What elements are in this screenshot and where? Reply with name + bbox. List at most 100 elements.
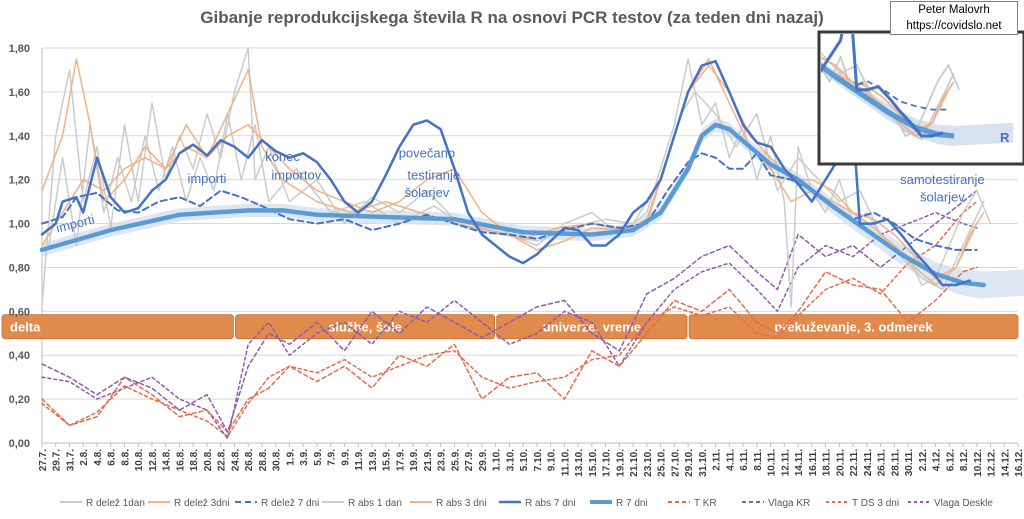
x-tick-label: 18.11. — [822, 449, 833, 476]
x-tick-label: 20.8. — [203, 449, 214, 471]
annotation: povečano — [399, 146, 455, 161]
legend-label: R delež 3dni — [174, 498, 230, 509]
y-tick-label: 0,20 — [9, 394, 30, 406]
x-tick-label: 22.8. — [217, 449, 228, 471]
inset-frame — [817, 30, 1024, 166]
annotation: importi — [187, 171, 226, 186]
legend-label: Vlaga KR — [768, 498, 810, 509]
credit-site: https://covidslo.net — [906, 20, 1002, 32]
x-tick-label: 1.10. — [492, 449, 503, 471]
legend-label: T KR — [694, 498, 717, 509]
x-tick-label: 28.8. — [258, 449, 269, 471]
y-axis: 0,00 0,20 0,40 0,60 0,80 1,00 1,20 1,40 1,60 1,80 — [9, 43, 30, 450]
series-vlaga-deskle — [41, 211, 978, 440]
x-tick-label: 1.9. — [285, 449, 296, 466]
x-tick-label: 4.12. — [932, 449, 943, 471]
series-t-kr — [41, 266, 978, 433]
x-tick-label: 27.10. — [670, 449, 681, 477]
phase-1 — [1, 314, 234, 340]
x-tick-label: 4.8. — [93, 449, 104, 466]
legend-label: R abs 1 dan — [348, 498, 402, 509]
phase-label: prekuževanje, 3. odmerek — [774, 320, 933, 335]
x-tick-label: 15.10. — [588, 449, 599, 477]
phase-label: delta — [10, 320, 41, 335]
legend-label: R delež 1dan — [86, 498, 145, 509]
r-confidence-band — [42, 118, 1024, 299]
x-tick-label: 7.10. — [533, 449, 544, 471]
x-tick-label: 3.10. — [505, 449, 516, 471]
x-tick-label: 12.11. — [780, 449, 791, 476]
chart-title: Gibanje reprodukcijskega števila R na os… — [200, 8, 824, 27]
phase-label: univerze, vreme — [543, 320, 641, 335]
x-tick-label: 5.10. — [519, 449, 530, 471]
x-tick-label: 5.9. — [313, 449, 324, 466]
x-tick-label: 12.12. — [987, 449, 998, 477]
inset-content — [821, 34, 1014, 147]
x-tick-label: 25.10. — [657, 449, 668, 477]
y-tick-label: 0,60 — [9, 306, 30, 318]
y-tick-label: 1,40 — [9, 131, 30, 143]
x-tick-label: 9.9. — [340, 449, 351, 466]
x-tick-label: 10.8. — [134, 449, 145, 471]
x-tick-label: 11.10. — [560, 449, 571, 476]
series-r-abs-7-dni — [40, 59, 972, 287]
y-tick-label: 0,00 — [9, 438, 30, 450]
y-tick-label: 0,40 — [9, 350, 30, 362]
annotation: konec — [265, 149, 300, 164]
x-tick-label: 6.11. — [739, 449, 750, 471]
x-tick-label: 9.10. — [547, 449, 558, 471]
x-tick-label: 2.11. — [712, 449, 723, 471]
x-tick-label: 17.9. — [395, 449, 406, 471]
legend-label: R abs 7 dni — [525, 498, 576, 509]
x-tick-label: 8.11. — [753, 449, 764, 471]
x-tick-label: 10.12. — [973, 449, 984, 477]
legend-label: Vlaga Deskle — [934, 498, 993, 509]
x-tick-label: 14.11. — [794, 449, 805, 476]
x-tick-label: 26.8. — [244, 449, 255, 471]
series-lines — [39, 47, 992, 440]
x-tick-label: 29.7. — [52, 449, 63, 471]
x-tick-label: 30.11. — [904, 449, 915, 476]
x-tick-label: 13.10. — [574, 449, 585, 477]
x-tick-label: 11.9. — [354, 449, 365, 471]
inset-r-label: R — [1000, 130, 1010, 145]
x-tick-label: 28.11. — [890, 449, 901, 476]
annotation: testiranje — [407, 168, 460, 183]
y-tick-label: 1,20 — [9, 175, 30, 187]
x-tick-label: 23.9. — [437, 449, 448, 471]
x-tick-label: 21.9. — [423, 449, 434, 471]
inset-series — [821, 34, 944, 138]
x-tick-label: 2.12. — [918, 449, 929, 471]
x-tick-label: 22.11. — [849, 449, 860, 476]
x-tick-label: 18.8. — [189, 449, 200, 471]
x-tick-label: 16.8. — [175, 449, 186, 471]
x-tick-label: 24.11. — [863, 449, 874, 476]
x-tick-label: 27.7. — [38, 449, 49, 471]
phase-4 — [688, 314, 1019, 340]
x-tick-label: 27.9. — [464, 449, 475, 471]
phase-bar: delta službe, šole univerze, vreme prekužev… — [1, 314, 1019, 340]
x-tick-label: 16.12. — [1014, 449, 1024, 477]
x-tick-label: 3.9. — [299, 449, 310, 466]
x-tick-label: 21.10. — [629, 449, 640, 477]
series-vlaga-kr — [41, 189, 978, 433]
credit-box: Peter Malovrh https://covidslo.net — [890, 1, 1018, 35]
r-band — [42, 118, 1024, 299]
x-tick-label: 14.12. — [1000, 449, 1011, 477]
x-tick-label: 24.8. — [230, 449, 241, 471]
y-tick-label: 1,00 — [9, 219, 30, 231]
x-tick-label: 13.9. — [368, 449, 379, 471]
x-tick-label: 6.12. — [945, 449, 956, 471]
x-tick-label: 8.12. — [959, 449, 970, 471]
x-tick-label: 29.9. — [478, 449, 489, 471]
x-tick-label: 30.8. — [272, 449, 283, 471]
x-tick-label: 7.9. — [327, 449, 338, 466]
x-tick-label: 20.11. — [835, 449, 846, 476]
series-r-abs-1-dan — [48, 91, 985, 291]
x-tick-label: 25.9. — [450, 449, 461, 471]
annotation: importov — [271, 168, 321, 183]
x-tick-label: 10.11. — [767, 449, 778, 476]
x-tick-label: 29.10. — [684, 449, 695, 477]
